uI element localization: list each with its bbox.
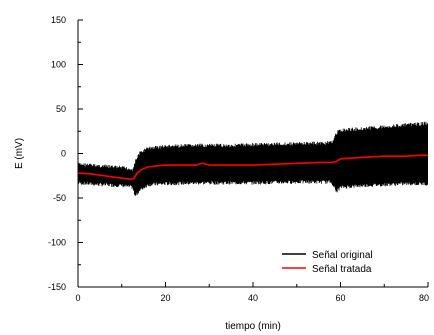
x-tick-label: 20 <box>160 293 170 303</box>
x-tick-label: 40 <box>248 293 258 303</box>
legend-label: Señal original <box>312 250 373 261</box>
axes: -150 -100 -50 0 50 100 150 0 20 40 60 80 tiempo (min… <box>14 15 429 332</box>
plot-area <box>78 121 428 196</box>
y-tick-label: -150 <box>48 282 66 292</box>
x-tick-label: 60 <box>335 293 345 303</box>
legend: Señal original Señal tratada <box>282 250 373 275</box>
y-tick-label: 100 <box>51 60 66 70</box>
x-axis-title: tiempo (min) <box>225 321 281 332</box>
y-tick-label: -100 <box>48 238 66 248</box>
y-tick-label: 150 <box>51 15 66 25</box>
y-tick-label: 50 <box>56 104 66 114</box>
y-axis-title: E (mV) <box>14 138 25 169</box>
x-tick-label: 0 <box>75 293 80 303</box>
legend-label: Señal tratada <box>312 264 372 275</box>
x-tick-label: 80 <box>419 293 429 303</box>
series-treated-line <box>78 154 428 181</box>
y-tick-label: -50 <box>53 193 66 203</box>
y-tick-label: 0 <box>61 149 66 159</box>
series-original-band <box>78 121 428 196</box>
